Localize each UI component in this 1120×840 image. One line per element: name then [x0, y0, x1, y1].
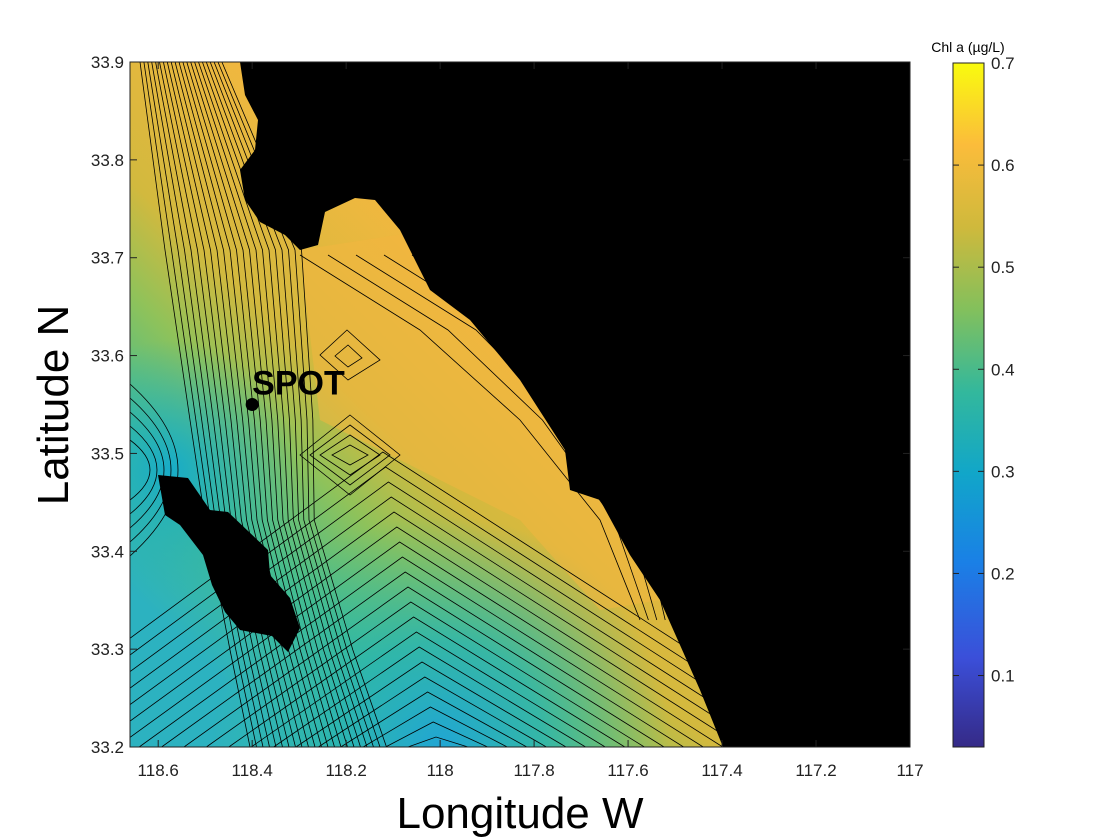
colorbar-tick-label: 0.4: [991, 360, 1015, 379]
y-tick-label: 33.8: [91, 151, 124, 170]
contour-line: [130, 397, 172, 543]
contour-line: [130, 541, 724, 747]
y-tick-label: 33.6: [91, 347, 124, 366]
contour-line: [186, 62, 329, 747]
x-axis-label: Longitude W: [396, 789, 644, 838]
contour-line: [194, 62, 342, 747]
contour-line: [143, 62, 257, 747]
contour-line: [228, 616, 626, 747]
contour-line: [163, 62, 290, 747]
santa-catalina-island: [158, 475, 300, 652]
contour-line: [273, 646, 586, 747]
nearshore-high-chl-zone: [300, 230, 660, 610]
contour-line: [130, 511, 763, 747]
colorbar: [952, 62, 985, 748]
contour-line: [190, 62, 335, 747]
contour-line: [147, 62, 264, 747]
contour-line: [318, 676, 547, 747]
contour-line: [155, 62, 277, 747]
colorbar-tick-label: 0.1: [991, 667, 1015, 686]
x-tick-label: 117.2: [795, 761, 836, 780]
contour-line: [198, 62, 348, 747]
contour-line: [130, 383, 179, 557]
colorbar-tick-label: 0.7: [991, 54, 1015, 73]
colorbar-tick-label: 0.5: [991, 258, 1015, 277]
contour-line: [206, 601, 645, 747]
contour-line: [166, 62, 296, 747]
contour-line: [178, 62, 316, 747]
mainland-coast: [210, 62, 910, 747]
contour-line: [170, 62, 303, 747]
colorbar-tick-label: 0.3: [991, 462, 1015, 481]
spot-station-marker[interactable]: [245, 398, 259, 411]
plot-frame: [129, 61, 911, 748]
contour-line: [385, 721, 488, 747]
contour-line: [130, 425, 158, 515]
contour-line: [250, 631, 606, 747]
contour-line: [183, 586, 665, 747]
x-tick-label: 117.8: [513, 761, 554, 780]
contour-line: [130, 411, 165, 529]
contour-line: [130, 526, 743, 747]
colorbar-axis: 0.1 0.2 0.3 0.4 0.5 0.6 0.7: [953, 54, 1015, 686]
colorbar-title: Chl a (µg/L): [931, 39, 1004, 55]
contour-line: [139, 62, 251, 747]
contour-line: [295, 661, 567, 747]
y-tick-label: 33.3: [91, 640, 124, 659]
map-plot-area: SPOT: [130, 62, 910, 747]
y-axis-label: Latitude N: [29, 305, 78, 506]
contour-line: [340, 691, 527, 747]
contour-line: [161, 571, 684, 747]
x-tick-label: 117.6: [607, 761, 648, 780]
colorbar-tick-label: 0.2: [991, 564, 1015, 583]
spot-station-label: SPOT: [252, 365, 345, 403]
contour-line: [138, 556, 704, 747]
x-tick-label: 117: [896, 761, 923, 780]
contour-line: [130, 481, 802, 747]
y-tick-label: 33.4: [91, 542, 124, 561]
contour-line: [130, 496, 782, 747]
y-tick-label: 33.2: [91, 738, 124, 757]
local-maximum-contours: [299, 329, 401, 496]
x-tick-label: 117.4: [701, 761, 742, 780]
contour-line: [174, 62, 309, 747]
contour-line: [299, 254, 641, 621]
y-tick-label: 33.7: [91, 249, 124, 268]
y-tick-label: 33.9: [91, 53, 124, 72]
contour-line: [327, 254, 649, 621]
contour-line: [362, 706, 508, 747]
contour-line: [130, 439, 151, 501]
x-tick-label: 118: [427, 761, 454, 780]
contour-line: [159, 62, 283, 747]
x-axis: 118.6 118.4 118.2 118 117.8 117.6 117.4 117.2 11…: [138, 62, 924, 780]
y-tick-label: 33.5: [91, 444, 124, 463]
x-tick-label: 118.6: [138, 761, 179, 780]
x-tick-label: 118.2: [326, 761, 367, 780]
contour-line: [407, 736, 469, 747]
contour-line: [182, 62, 322, 747]
y-axis: 33.2 33.3 33.4 33.5 33.6 33.7 33.8 33.9: [91, 53, 910, 757]
x-tick-label: 118.4: [232, 761, 273, 780]
colorbar-tick-label: 0.6: [991, 156, 1015, 175]
